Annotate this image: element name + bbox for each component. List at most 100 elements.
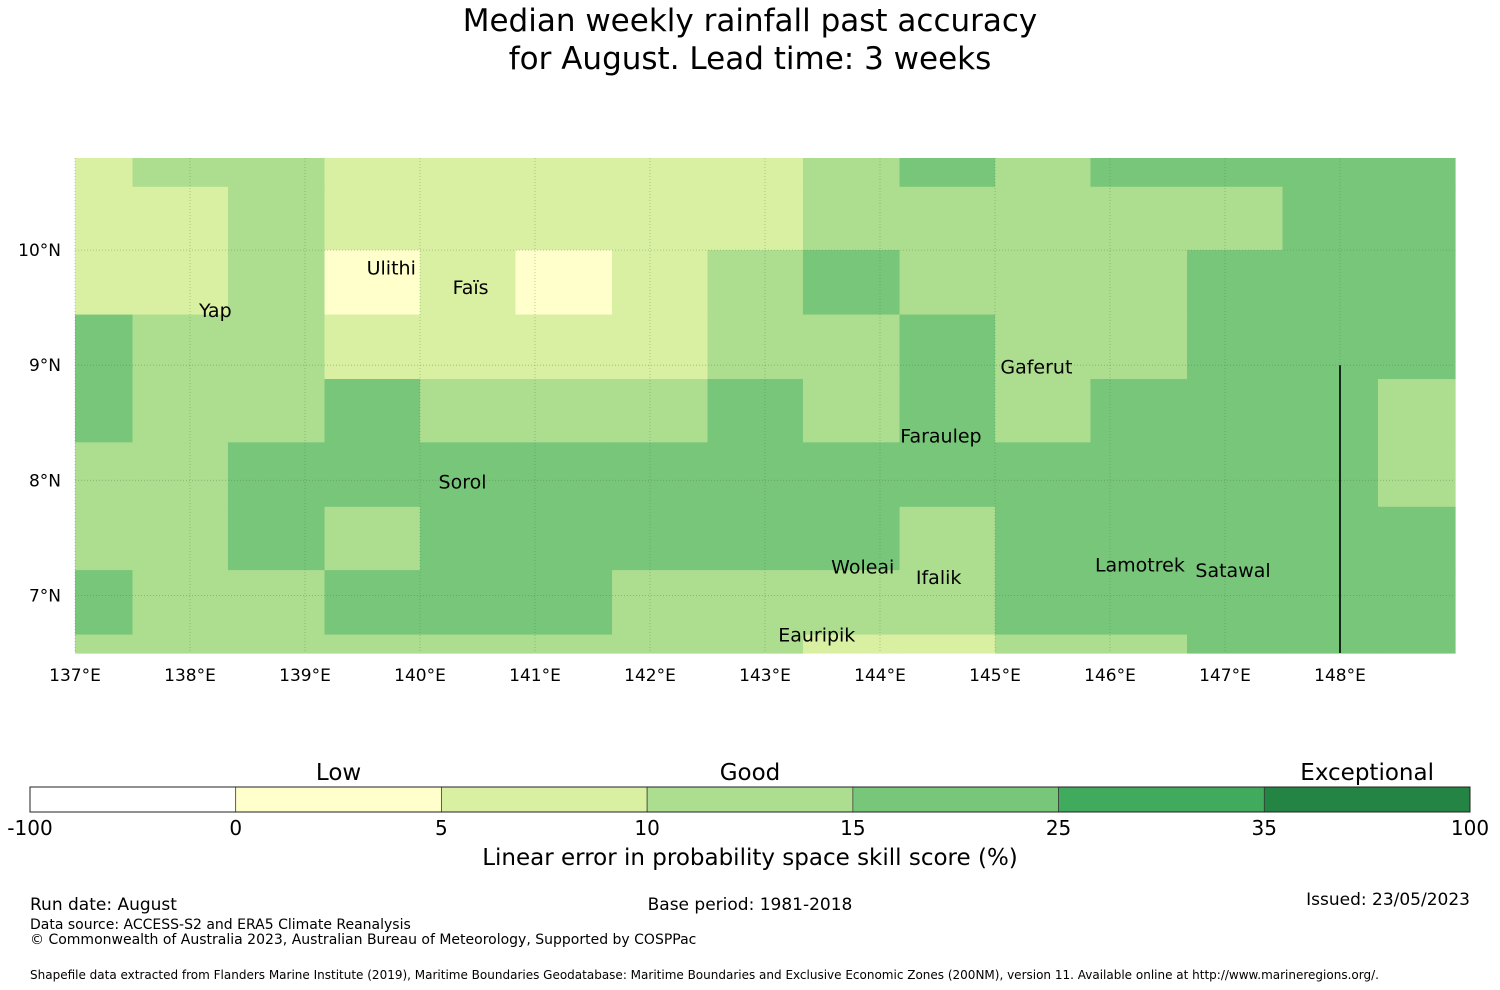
skill-cell [899,314,996,380]
skill-cell [1090,570,1188,636]
skill-cell [1377,379,1456,443]
place-label: Woleai [831,557,894,579]
skill-cell [995,442,1092,508]
skill-cell [995,634,1092,654]
skill-cell [515,314,613,380]
colorbar-bin [441,786,648,813]
skill-cell [1282,250,1379,316]
skill-cell [802,379,901,443]
skill-cell [515,506,613,571]
y-tick-label: 9°N [29,356,61,376]
skill-cells [75,158,1456,654]
skill-cell [995,186,1092,251]
x-tick-label: 140°E [394,666,446,686]
skill-cell [420,158,517,188]
skill-cell [612,442,709,508]
skill-cell [324,250,421,316]
skill-cell [132,250,229,316]
skill-cell [1282,634,1379,654]
shapefile-credit: Shapefile data extracted from Flanders M… [30,968,1379,982]
skill-cell [1282,158,1379,188]
skill-cell [75,506,134,571]
skill-cell [802,506,901,571]
skill-cell [707,158,804,188]
x-tick-label: 137°E [49,666,101,686]
graticule [74,158,1455,653]
skill-cell [899,250,996,316]
skill-cell [132,570,229,636]
place-label: Ifalik [916,567,962,589]
x-tick-label: 139°E [279,666,331,686]
colorbar-category-label: Exceptional [1300,760,1434,786]
copyright: © Commonwealth of Australia 2023, Austra… [30,932,697,948]
colorbar-tick-label: 25 [1045,816,1072,840]
skill-cell [707,250,804,316]
y-tick-label: 8°N [29,471,61,491]
skill-cell [420,186,517,251]
colorbar-tick-label: 15 [840,816,866,840]
skill-cell [1377,250,1456,316]
latitude-ticks: 7°N 8°N 9°N 10°N [18,241,61,606]
x-tick-label: 147°E [1199,666,1251,686]
place-label: Satawal [1195,560,1270,582]
skill-cell [420,506,517,571]
data-source: Data source: ACCESS-S2 and ERA5 Climate … [30,917,411,933]
skill-cell [1090,506,1188,571]
skill-cell [707,570,804,636]
title-line-2: for August. Lead time: 3 weeks [508,41,992,77]
skill-cell [1377,186,1456,251]
colorbar-category-label: Low [315,760,362,786]
skill-cell [515,158,613,188]
colorbar-bin [1058,786,1265,813]
skill-cell [802,250,901,316]
skill-cell [612,186,709,251]
colorbar-tick-label: 0 [229,816,243,840]
skill-cell [1377,634,1456,654]
skill-cell [132,314,229,380]
skill-cell [1282,314,1379,380]
skill-cell [75,186,134,251]
skill-cell [612,379,709,443]
title-line-1: Median weekly rainfall past accuracy [462,3,1038,39]
skill-cell [1377,442,1456,508]
skill-cell [324,186,421,251]
skill-cell [1187,442,1284,508]
skill-cell [995,314,1092,380]
skill-cell [227,314,326,380]
skill-cell [227,506,326,571]
skill-cell [420,250,517,316]
y-tick-label: 10°N [18,241,61,261]
x-tick-label: 146°E [1084,666,1136,686]
colorbar-tick-label: 35 [1251,816,1278,840]
skill-cell [1377,570,1456,636]
skill-cell [420,634,517,654]
skill-cell [420,314,517,380]
skill-cell [75,442,134,508]
skill-cell [899,186,996,251]
skill-cell [995,506,1092,571]
skill-cell [515,250,613,316]
skill-cell [1187,250,1284,316]
x-tick-label: 143°E [739,666,791,686]
skill-cell [899,442,996,508]
skill-cell [802,158,901,188]
skill-cell [1282,506,1379,571]
base-period: Base period: 1981-2018 [647,895,853,915]
skill-cell [1090,186,1188,251]
skill-cell [1090,379,1188,443]
skill-cell [515,634,613,654]
skill-cell [612,314,709,380]
skill-cell [1282,379,1379,443]
skill-cell [1187,314,1284,380]
skill-cell [899,506,996,571]
skill-cell [515,570,613,636]
longitude-ticks: 137°E 138°E 139°E 140°E 141°E 142°E 143°E 144°E… [49,666,1366,686]
skill-cell [227,186,326,251]
skill-cell [324,314,421,380]
skill-cell [132,442,229,508]
colorbar-frame [29,786,1471,813]
skill-cell [1090,442,1188,508]
skill-cell [802,186,901,251]
skill-cell [1090,158,1188,188]
